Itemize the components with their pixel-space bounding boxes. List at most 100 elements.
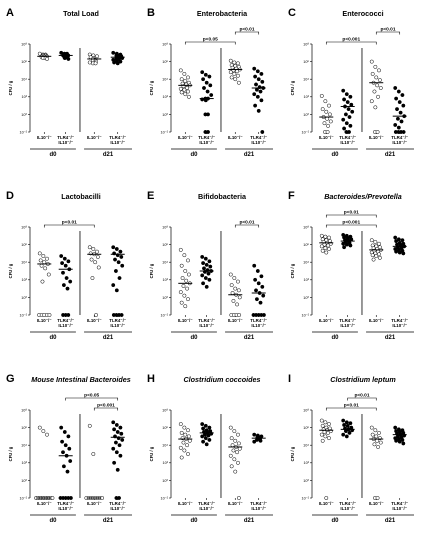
data-point [232,429,237,434]
data-point [37,425,42,430]
data-point [89,257,94,262]
x-category-label: IL10⁻/⁻ [369,501,384,506]
data-point [179,430,184,435]
data-point [323,99,328,104]
data-point [200,434,205,439]
data-point [115,467,120,472]
panel-letter: B [147,7,155,19]
y-tick-label: 10⁻² [20,496,28,500]
y-tick-label: 10⁸ [21,225,27,229]
x-category-label: IL10⁻/⁻ [178,135,193,140]
data-point [186,94,191,99]
data-point [252,439,257,444]
data-point [394,438,399,443]
data-point [183,269,188,273]
panel-letter: D [6,190,14,202]
data-point [183,92,188,97]
x-category-label: IL10⁻/⁻ [87,501,102,506]
y-tick-label: 10⁸ [21,408,27,412]
y-tick-label: 10² [304,278,310,282]
data-point [341,117,346,122]
y-axis-label: CFU / g [149,446,154,461]
data-point [203,98,208,103]
data-point [186,428,190,433]
data-point [209,93,214,97]
data-point [235,302,240,307]
data-point [320,248,325,253]
data-point [231,298,236,303]
data-point [179,90,184,95]
data-point [396,237,401,242]
x-category-label: IL10⁻/⁻ [37,135,52,140]
significance-bracket [325,407,377,411]
data-point [201,261,206,266]
significance-bracket [325,214,377,218]
group-label: d0 [331,518,339,524]
significance-label: p<0.001 [342,220,360,226]
data-point [113,269,118,273]
data-point [96,265,101,270]
y-tick-label: 10⁴ [162,78,168,82]
data-point [90,276,95,280]
y-tick-label: 10⁰ [162,296,168,300]
data-point [341,432,346,437]
data-point [346,107,351,112]
data-point [178,290,183,295]
group-label: d0 [49,152,57,158]
data-point [327,103,331,108]
x-category-label: TLR4⁻/⁻ IL10⁻/⁻ [391,135,408,145]
data-point [182,71,187,76]
data-point [256,281,261,286]
data-point [344,420,349,425]
data-point [401,130,406,134]
data-point [228,453,233,458]
data-point [319,418,324,423]
y-tick-label: 10⁶ [162,60,168,64]
data-point [181,284,186,288]
x-category-label: IL10⁻/⁻ [369,135,384,140]
data-point [120,263,125,268]
data-point [206,271,211,276]
data-point [62,56,67,61]
data-point [114,450,119,455]
data-point [371,257,376,262]
x-category-label: IL10⁻/⁻ [87,135,102,140]
data-point [236,73,240,78]
data-point [235,450,240,455]
y-tick-label: 10⁸ [21,42,27,46]
data-point [112,460,117,465]
data-point [347,130,351,134]
panel-a: A Total Load 10⁻² 10⁰ 10² 10⁴ 10⁶ 10⁸ CFU / g IL1… [6,7,132,158]
data-point [229,464,234,469]
data-point [236,441,241,446]
x-category-label: TLR4⁻/⁻ IL10⁻/⁻ [57,318,74,328]
data-point [323,234,328,239]
significance-bracket [347,397,377,401]
data-point [258,438,263,443]
data-point [178,68,183,73]
data-point [228,70,233,75]
y-tick-label: 10² [22,461,28,465]
data-point [60,439,65,444]
data-point [252,263,257,268]
y-tick-label: 10⁴ [21,444,27,448]
data-point [66,313,71,317]
data-point [370,432,375,437]
data-point [45,57,49,61]
data-point [375,496,380,500]
significance-label: p<0.01 [344,210,359,216]
data-point [348,123,353,128]
data-point [186,89,190,94]
data-point [393,123,398,127]
y-tick-label: 10⁻² [302,313,310,317]
data-point [254,82,258,87]
data-point [328,119,333,124]
y-axis-label: CFU / g [290,80,295,95]
data-point [204,80,209,85]
data-point [229,283,234,288]
y-tick-label: 10⁶ [21,60,27,64]
data-point [87,423,92,428]
panel-title: Clostridium leptum [330,375,396,384]
data-point [91,247,96,251]
